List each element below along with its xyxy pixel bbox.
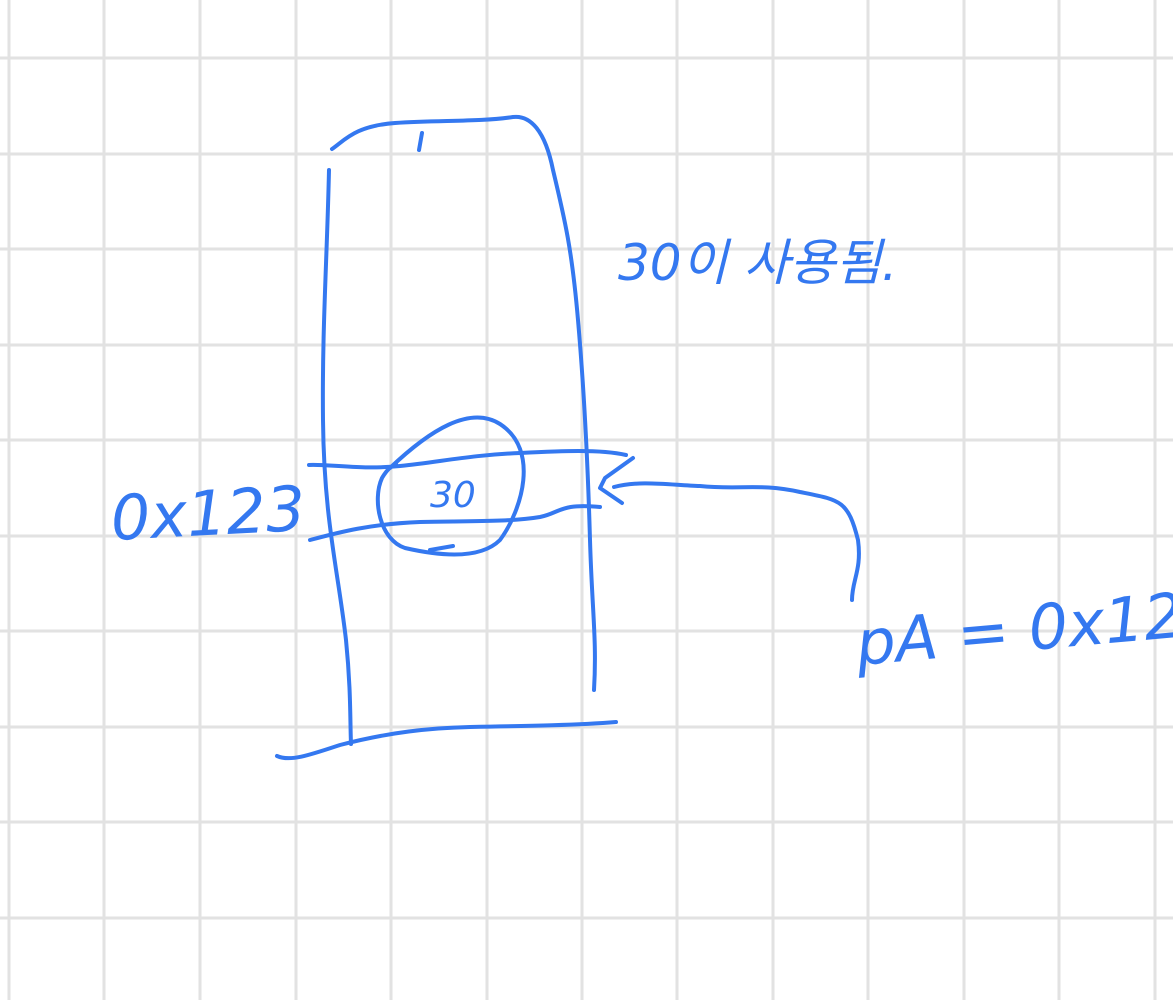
value-underline (428, 544, 455, 552)
pointer-arrow-line (612, 481, 861, 602)
memory-block-left-edge (320, 168, 353, 746)
pointer-label: pA = 0x12 (852, 579, 1173, 680)
usage-note: 30이 사용됨. (618, 234, 897, 292)
value-circle (375, 415, 526, 557)
address-label: 0x123 (109, 472, 307, 555)
ink-strokes (275, 114, 861, 761)
cell-top-line (307, 449, 628, 470)
memory-block-bottom-edge (275, 720, 618, 761)
pointer-arrow-head (598, 456, 635, 505)
memory-block-top-tick (417, 131, 424, 152)
cell-bottom-line (308, 504, 602, 542)
cell-value-label: 30 (430, 475, 476, 516)
memory-block-top-edge (330, 114, 597, 692)
